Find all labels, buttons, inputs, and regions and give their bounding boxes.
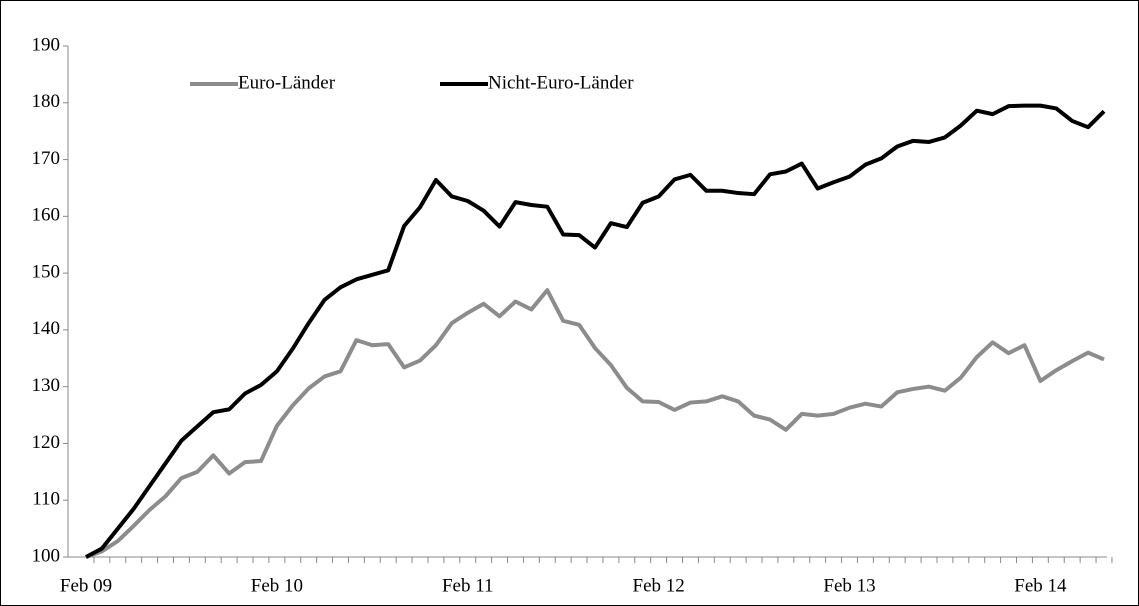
legend-label: Euro-Länder [238, 72, 336, 93]
legend-label: Nicht-Euro-Länder [488, 72, 634, 93]
line [85, 103, 1106, 559]
x-tick-label: Feb 09 [60, 575, 112, 596]
x-tick-label: Feb 14 [1014, 575, 1067, 596]
y-tick-label: 180 [32, 91, 61, 112]
x-tick-label: Feb 13 [823, 575, 875, 596]
y-tick-label: 170 [32, 148, 61, 169]
y-tick-label: 150 [32, 261, 61, 282]
line [85, 288, 1105, 559]
y-tick-label: 190 [32, 34, 61, 55]
x-tick-label: Feb 11 [442, 575, 494, 596]
y-tick-label: 130 [32, 375, 61, 396]
y-tick-label: 100 [32, 545, 61, 566]
x-tick-label: Feb 12 [633, 575, 685, 596]
y-tick-label: 140 [32, 318, 61, 339]
y-tick-label: 160 [32, 205, 61, 226]
y-tick-label: 120 [32, 432, 61, 453]
y-tick-label: 110 [32, 489, 60, 510]
x-tick-label: Feb 10 [251, 575, 303, 596]
